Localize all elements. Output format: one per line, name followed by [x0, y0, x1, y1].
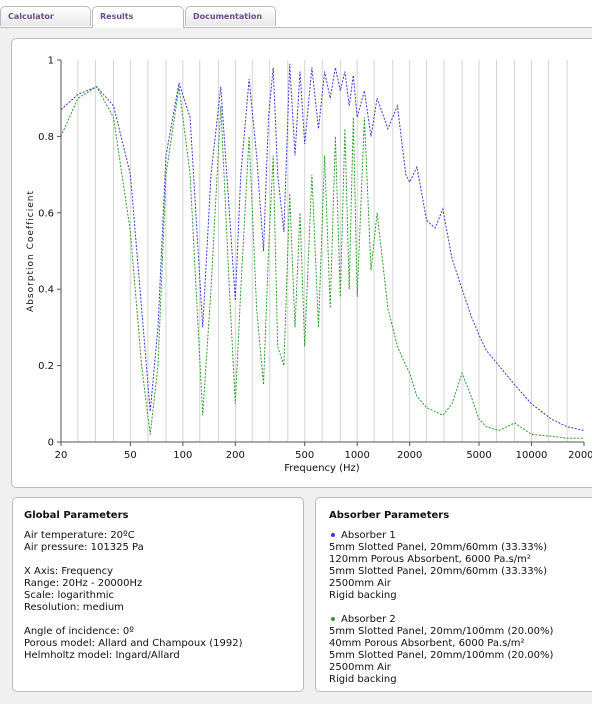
absorber-name: Absorber 1 [341, 530, 396, 541]
y-tick-label: 0.8 [38, 132, 54, 143]
global-params: Global Parameters Air temperature: 20ºC A… [24, 510, 243, 674]
y-tick-label: 0 [48, 438, 54, 449]
absorber-panel: Absorber Parameters Absorber 1 5mm Slotte… [315, 497, 592, 692]
layer-line: 120mm Porous Absorbent, 6000 Pa.s/m² [329, 554, 531, 565]
panel-title: Absorber Parameters [329, 510, 450, 521]
absorber-heading: Absorber 2 [329, 614, 553, 626]
x-tick-label: 20 [55, 450, 68, 461]
tab[interactable]: Documentation [185, 6, 276, 26]
layer-line: 5mm Slotted Panel, 20mm/100mm (20.00%) [329, 650, 554, 661]
param-group: Air temperature: 20ºC Air pressure: 10132… [24, 530, 243, 554]
y-axis-label: Absorption Coefficient [26, 190, 36, 312]
absorber-name: Absorber 2 [341, 614, 396, 625]
y-tick-label: 1 [48, 56, 54, 67]
x-tick-label: 200 [226, 450, 245, 461]
absorber-heading: Absorber 1 [329, 530, 553, 542]
absorber: Absorber 1 5mm Slotted Panel, 20mm/60mm (… [329, 530, 553, 602]
y-tick-label: 0.4 [38, 285, 54, 296]
series-line [60, 85, 584, 439]
y-tick-label: 0.6 [38, 208, 54, 219]
x-tick-label: 5000 [466, 450, 491, 461]
layer-line: 5mm Slotted Panel, 20mm/100mm (20.00%) [329, 626, 554, 637]
x-tick-label: 1000 [344, 450, 369, 461]
param-line: Resolution: medium [24, 602, 124, 613]
layer-line: Rigid backing [329, 590, 397, 601]
x-axis-label: Frequency (Hz) [284, 463, 360, 474]
panel-title: Global Parameters [24, 510, 129, 521]
param-line: Angle of incidence: 0º [24, 626, 134, 637]
layer-line: 2500mm Air [329, 578, 391, 589]
x-tick-label: 10000 [516, 450, 548, 461]
param-group: X Axis: Frequency Range: 20Hz - 20000Hz Sc… [24, 566, 243, 614]
param-group: Angle of incidence: 0º Porous model: Alla… [24, 626, 243, 662]
global-panel: Global Parameters Air temperature: 20ºC A… [12, 497, 304, 692]
layer-line: 5mm Slotted Panel, 20mm/60mm (33.33%) [329, 566, 548, 577]
series-line [60, 63, 585, 431]
x-tick-label: 100 [173, 450, 192, 461]
tab[interactable]: Calculator [0, 6, 91, 26]
absorber-params: Absorber Parameters Absorber 1 5mm Slotte… [329, 510, 553, 698]
x-tick-label: 20000 [568, 450, 592, 461]
x-tick-label: 50 [124, 450, 137, 461]
layer-line: 40mm Porous Absorbent, 6000 Pa.s/m² [329, 638, 525, 649]
y-tick-label: 0.2 [38, 361, 54, 372]
layer-line: 2500mm Air [329, 662, 391, 673]
param-line: Scale: logarithmic [24, 590, 114, 601]
layer-line: Rigid backing [329, 674, 397, 685]
param-line: Air temperature: 20ºC [24, 530, 135, 541]
absorber: Absorber 2 5mm Slotted Panel, 20mm/100mm … [329, 614, 553, 686]
param-line: X Axis: Frequency [24, 566, 113, 577]
tab-active[interactable]: Results [92, 6, 184, 28]
param-line: Air pressure: 101325 Pa [24, 542, 144, 553]
absorber-dot [331, 617, 335, 621]
layer-line: 5mm Slotted Panel, 20mm/60mm (33.33%) [329, 542, 548, 553]
param-line: Porous model: Allard and Champoux (1992) [24, 638, 243, 649]
param-line: Helmholtz model: Ingard/Allard [24, 650, 180, 661]
param-line: Range: 20Hz - 20000Hz [24, 578, 143, 589]
x-tick-label: 500 [295, 450, 314, 461]
absorber-dot [331, 533, 335, 537]
chart: Absorption Coefficient Frequency (Hz) 0 0… [26, 56, 592, 475]
x-tick-label: 2000 [397, 450, 422, 461]
